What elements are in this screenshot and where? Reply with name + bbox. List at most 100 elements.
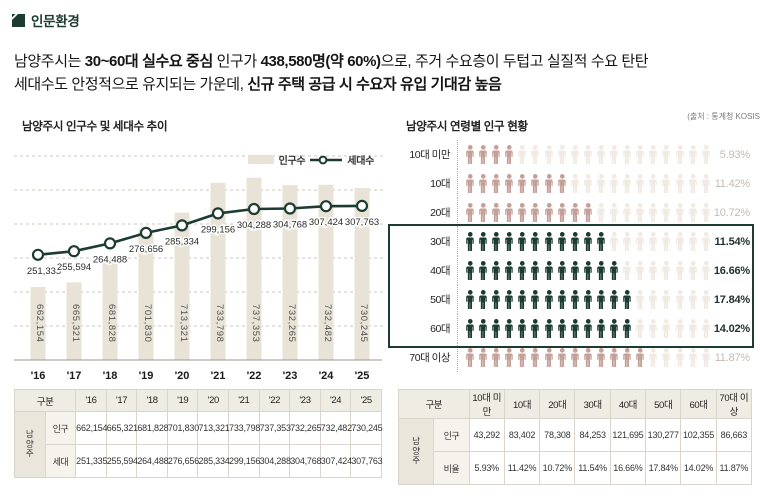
- person-icon: [478, 261, 489, 280]
- trend-chart-legend: 인구수 세대수: [247, 152, 374, 167]
- table-cell: 665,321: [105, 411, 138, 445]
- person-icon: [622, 319, 633, 338]
- table-cell: 285,334: [197, 444, 230, 478]
- person-icon: [648, 145, 659, 164]
- table-cell: 730,245: [350, 411, 383, 445]
- icon-bar: [457, 285, 711, 314]
- trend-chart-title: 남양주시 인구수 및 세대수 추이: [22, 121, 168, 133]
- person-icon: [478, 174, 489, 193]
- trend-chart-panel: 남양주시 인구수 및 세대수 추이 인구수 세대수 662,154 665,321…: [14, 118, 386, 388]
- person-icon: [622, 203, 633, 222]
- person-icon: [635, 203, 646, 222]
- age-row: 40대 16.66%: [398, 256, 752, 285]
- person-icon: [570, 174, 581, 193]
- person-icon: [648, 319, 659, 338]
- person-icon: [544, 348, 555, 367]
- age-row: 20대 10.72%: [398, 198, 752, 227]
- table-row: 남 양 주 인구 662,154 665,321 681,828 701,830 713,321…: [14, 411, 383, 478]
- age-percent-label: 17.84%: [713, 293, 750, 306]
- line-marker: [319, 200, 333, 213]
- person-icon: [465, 232, 476, 251]
- table-corner-header: 구분: [13, 389, 77, 412]
- person-icon: [557, 348, 568, 367]
- age-chart-panel: 남양주시 연령별 인구 현황 10대 미만 5.93% 10대 11.42% 20대 10…: [388, 118, 754, 372]
- x-tick-label: '22: [247, 370, 262, 382]
- person-icon: [478, 203, 489, 222]
- person-icon: [648, 232, 659, 251]
- person-icon: [635, 261, 646, 280]
- age-percent-label: 10.72%: [713, 206, 750, 219]
- line-value-label: 307,424: [309, 217, 343, 228]
- icon-bar: [457, 140, 711, 169]
- age-group-label: 40대: [430, 265, 450, 277]
- section-mark-icon: [12, 13, 25, 27]
- person-icon: [675, 232, 686, 251]
- column-header: 60대: [680, 389, 717, 419]
- line-marker: [211, 207, 225, 220]
- person-icon: [544, 174, 555, 193]
- person-icon: [596, 203, 607, 222]
- person-icon: [583, 290, 594, 309]
- table-cell: 11.54%: [574, 451, 611, 485]
- population-bar: [138, 229, 154, 360]
- person-icon: [622, 261, 633, 280]
- person-icon: [504, 290, 515, 309]
- bar-value-label: 662,154: [34, 304, 45, 343]
- column-header: '17: [105, 389, 138, 412]
- line-value-label: 304,288: [237, 220, 271, 231]
- person-icon: [609, 261, 620, 280]
- table-cell: 78,308: [539, 418, 576, 452]
- table-row: 비율 5.93% 11.42% 10.72% 11.54% 16.66% 17.84% 14.…: [399, 451, 753, 485]
- bar-value-label: 732,265: [286, 304, 297, 343]
- section-header: 인문환경: [12, 10, 80, 30]
- person-icon: [622, 348, 633, 367]
- person-icon: [465, 290, 476, 309]
- person-icon: [583, 261, 594, 280]
- person-icon: [491, 232, 502, 251]
- population-bar: [30, 287, 46, 360]
- age-group-label: 20대: [430, 207, 450, 219]
- person-icon: [491, 145, 502, 164]
- person-icon: [661, 203, 672, 222]
- line-value-label: 264,488: [93, 254, 127, 265]
- line-marker: [175, 219, 189, 232]
- table-cell: 11.87%: [715, 451, 753, 485]
- trend-table: 구분 '16'17'18'19'20'21'22'23'24'25 남 양 주 인구 662…: [13, 389, 383, 478]
- population-swatch: [247, 155, 274, 164]
- population-bar: [66, 282, 82, 360]
- person-icon: [675, 145, 686, 164]
- person-icon: [504, 319, 515, 338]
- line-value-label: 299,156: [201, 224, 235, 235]
- table-cell: 17.84%: [645, 451, 682, 485]
- person-icon: [465, 203, 476, 222]
- person-icon: [648, 261, 659, 280]
- age-percent-label: 16.66%: [713, 264, 750, 277]
- person-icon: [570, 290, 581, 309]
- person-icon: [544, 232, 555, 251]
- column-header: '25: [350, 389, 382, 412]
- age-table: 구분 10대 미만 10대 20대 30대 40대 50대 60대 70대 이상 남 양 주 인구 43,…: [397, 389, 753, 485]
- person-icon: [675, 174, 686, 193]
- age-row: 70대 이상 11.87%: [398, 343, 752, 372]
- person-icon: [530, 203, 541, 222]
- person-icon: [675, 261, 686, 280]
- person-icon: [635, 319, 646, 338]
- person-icon: [517, 232, 528, 251]
- person-icon: [688, 290, 699, 309]
- table-row: 세대 251,335 255,594 264,488 276,656 285,334 299…: [15, 444, 383, 478]
- column-header: 20대: [539, 389, 576, 419]
- person-icon: [583, 319, 594, 338]
- column-header: '21: [228, 389, 260, 412]
- person-icon: [688, 203, 699, 222]
- line-marker: [67, 245, 81, 258]
- person-icon: [583, 232, 594, 251]
- person-icon: [491, 261, 502, 280]
- line-marker: [103, 237, 117, 250]
- person-icon: [635, 290, 646, 309]
- table-cell: 713,321: [197, 411, 230, 445]
- bar-value-label: 681,828: [106, 304, 117, 343]
- trend-chart-canvas: 662,154 665,321 681,828 701,830 713,321 733,7…: [14, 155, 386, 382]
- person-icon: [557, 203, 568, 222]
